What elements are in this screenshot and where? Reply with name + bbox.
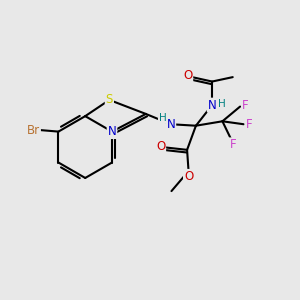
Text: N: N — [108, 125, 116, 138]
Text: S: S — [106, 93, 113, 106]
Text: O: O — [183, 69, 192, 82]
Text: H: H — [159, 113, 167, 123]
Text: N: N — [208, 99, 217, 112]
Text: F: F — [242, 99, 249, 112]
Text: F: F — [230, 138, 236, 151]
Text: N: N — [167, 118, 175, 131]
Text: F: F — [246, 118, 252, 131]
Text: O: O — [156, 140, 165, 152]
Text: H: H — [218, 99, 225, 109]
Text: Br: Br — [27, 124, 40, 136]
Text: O: O — [184, 170, 193, 183]
